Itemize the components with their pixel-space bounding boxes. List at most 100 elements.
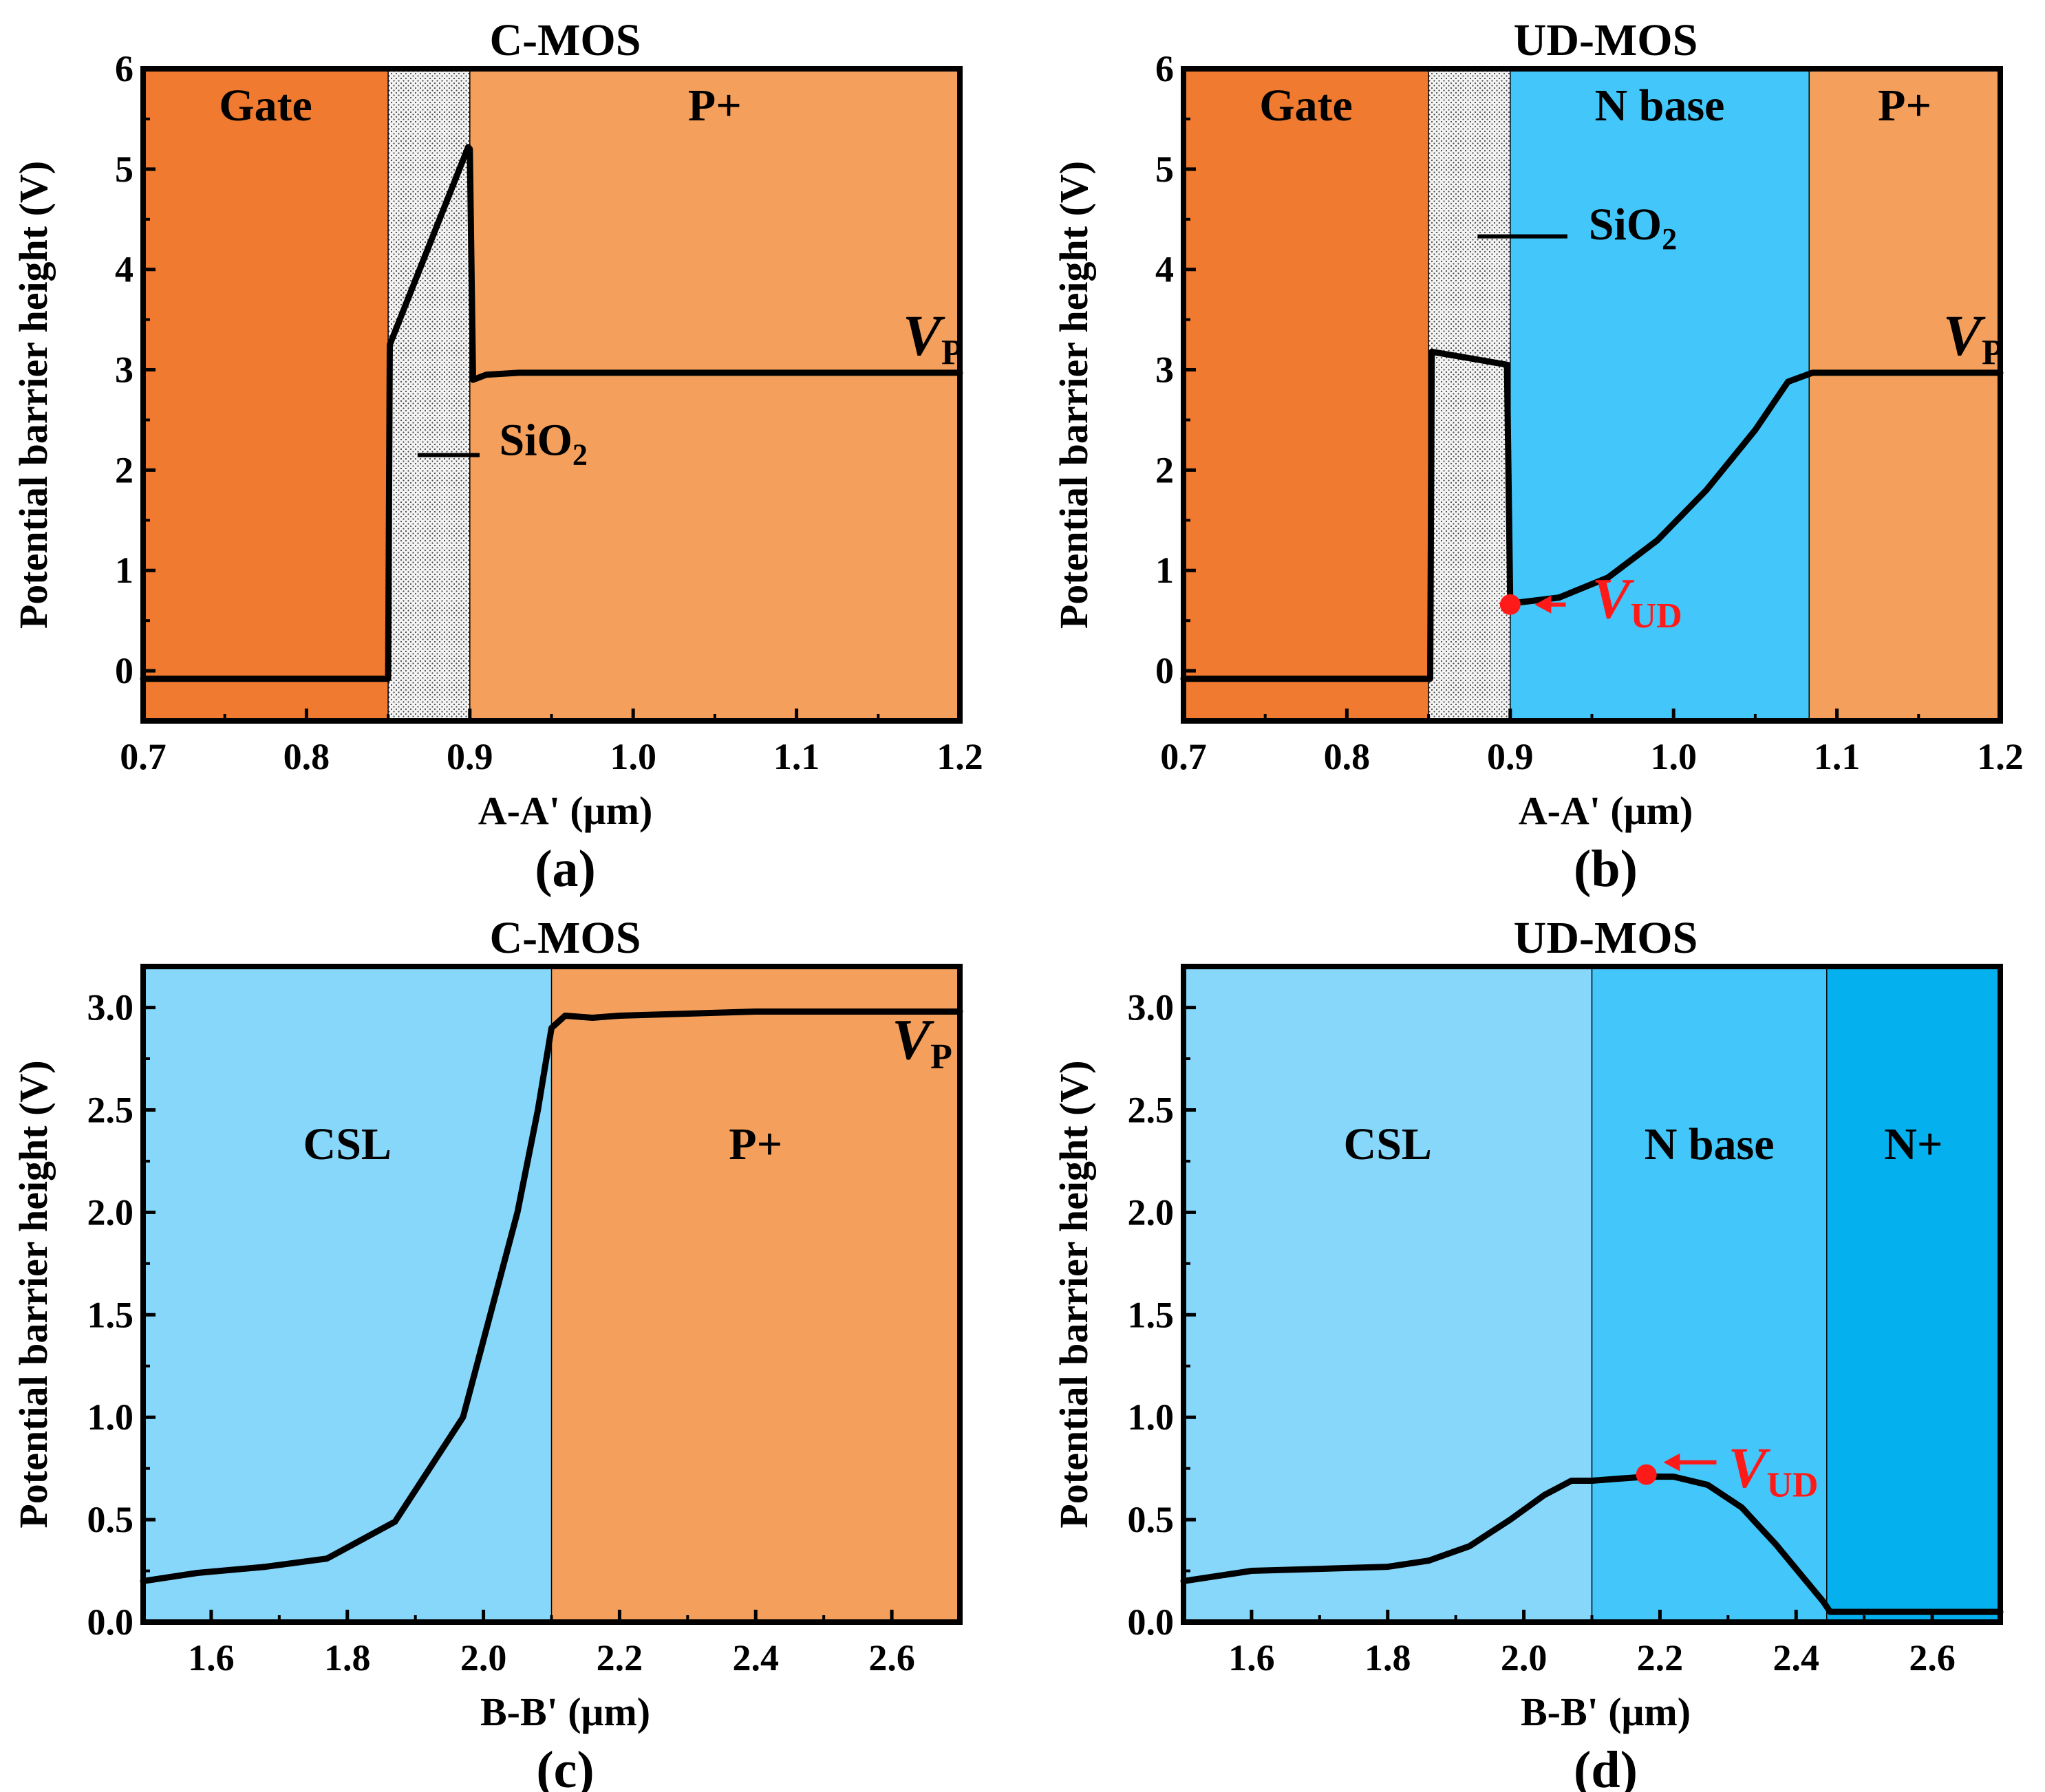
chart-panel-d: CSL N base N+ VUD 1.6 1.8 2.0 2.2 2.4 2.6 0.0 0.5 1.…: [1051, 913, 2004, 1792]
region-label: P+: [1878, 80, 1931, 131]
potential-curve: [140, 144, 963, 682]
y-tick-label: 3: [115, 349, 133, 391]
region-gate: [1184, 69, 1429, 721]
arrow-head: [1663, 1453, 1680, 1471]
y-tick-label: 2: [115, 449, 133, 490]
y-tick-label: 1.0: [1128, 1396, 1175, 1438]
label-subscript: 2: [1662, 222, 1677, 256]
y-tick-label: 0.5: [87, 1499, 134, 1540]
y-tick-label: 2.5: [1128, 1089, 1175, 1130]
y-tick-label: 1: [115, 550, 133, 591]
x-tick-label: 2.0: [1501, 1637, 1548, 1678]
y-tick-label: 4: [115, 249, 133, 290]
chart-title: UD-MOS: [1514, 913, 1698, 963]
region-label: N+: [1884, 1119, 1942, 1169]
x-tick-label: 0.7: [120, 736, 167, 777]
x-tick-label: 1.6: [188, 1637, 235, 1678]
x-tick-label: 1.0: [610, 736, 656, 777]
region-gate: [143, 69, 389, 721]
y-tick-label: 3.0: [87, 987, 134, 1028]
label-subscript: 2: [572, 438, 588, 472]
region-n-: [1826, 967, 2000, 1622]
x-axis-label: A-A' (μm): [478, 788, 653, 833]
label-main: SiO: [500, 415, 572, 466]
label-main: V: [1592, 567, 1635, 631]
region-p-: [551, 967, 960, 1622]
label-main: V: [903, 304, 945, 368]
y-tick-label: 0: [115, 650, 133, 691]
potential-curve: [1180, 1473, 2004, 1615]
y-tick-label: 6: [115, 48, 133, 89]
x-tick-label: 2.6: [868, 1637, 915, 1678]
region-p-: [1809, 69, 2000, 721]
x-axis-label: B-B' (μm): [1521, 1690, 1691, 1734]
region-label: Gate: [219, 80, 312, 131]
chart-title: UD-MOS: [1514, 15, 1698, 65]
chart-panel-c: CSL P+ VP 1.6 1.8 2.0 2.2 2.4 2.6 0.0 0.5 1.0 1.5 2.0…: [11, 913, 963, 1792]
label-main: V: [892, 1008, 934, 1072]
v-ud-marker: [1499, 594, 1521, 615]
y-tick-label: 2.0: [87, 1191, 134, 1233]
region-csl: [143, 967, 552, 1622]
region-label: CSL: [1344, 1119, 1432, 1169]
x-tick-label: 1.2: [1977, 736, 2024, 777]
x-tick-label: 1.8: [324, 1637, 371, 1678]
region-p-: [469, 69, 960, 721]
label-v-ud: VUD: [1728, 1436, 1818, 1504]
label-main: V: [1943, 304, 1986, 368]
y-tick-label: 1.5: [87, 1294, 134, 1335]
panel-caption: (c): [536, 1741, 594, 1792]
x-tick-label: 2.4: [733, 1637, 780, 1678]
panel-caption: (b): [1574, 840, 1638, 898]
x-tick-label: 0.9: [447, 736, 493, 777]
region-label: N base: [1595, 80, 1725, 131]
x-tick-label: 2.0: [460, 1637, 507, 1678]
region-n-base: [1510, 69, 1810, 721]
y-tick-label: 3: [1155, 349, 1174, 391]
chart-title: C-MOS: [490, 913, 641, 963]
label-sio2: SiO2: [1589, 199, 1677, 256]
x-tick-label: 1.1: [773, 736, 820, 777]
region-label: Gate: [1259, 80, 1353, 131]
label-main: V: [1728, 1436, 1770, 1500]
y-tick-label: 6: [1155, 48, 1174, 89]
x-tick-label: 1.0: [1650, 736, 1697, 777]
x-axis-label: B-B' (μm): [480, 1690, 650, 1734]
x-tick-label: 1.6: [1228, 1637, 1275, 1678]
y-tick-label: 4: [1155, 249, 1174, 290]
v-ud-marker: [1636, 1464, 1657, 1485]
region-label: P+: [688, 80, 742, 131]
y-axis-label: Potential barrier height (V): [11, 1060, 56, 1528]
x-tick-label: 1.8: [1364, 1637, 1411, 1678]
y-tick-label: 1.0: [87, 1396, 134, 1438]
label-v-ud: VUD: [1592, 567, 1682, 636]
x-tick-label: 0.8: [1324, 736, 1371, 777]
y-tick-label: 2: [1155, 449, 1174, 490]
label-v-p: VP: [892, 1008, 952, 1077]
x-tick-label: 0.9: [1487, 736, 1534, 777]
y-tick-label: 5: [115, 149, 133, 190]
x-tick-label: 0.8: [283, 736, 330, 777]
region-n-base: [1592, 967, 1827, 1622]
region-label: CSL: [303, 1119, 392, 1169]
y-tick-label: 2.0: [1128, 1191, 1175, 1233]
region-label: N base: [1645, 1119, 1775, 1169]
y-axis-label: Potential barrier height (V): [11, 161, 56, 629]
region-csl: [1184, 967, 1592, 1622]
x-tick-label: 1.2: [936, 736, 983, 777]
y-tick-label: 1: [1155, 550, 1174, 591]
potential-curve: [140, 1008, 963, 1584]
chart-title: C-MOS: [490, 15, 641, 65]
y-tick-label: 0.0: [1128, 1601, 1175, 1643]
label-subscript: UD: [1631, 596, 1682, 636]
region-label: P+: [729, 1119, 782, 1169]
x-tick-label: 2.2: [597, 1637, 643, 1678]
y-tick-label: 0: [1155, 650, 1174, 691]
y-tick-label: 1.5: [1128, 1294, 1175, 1335]
panel-caption: (d): [1574, 1741, 1638, 1792]
y-tick-label: 0.0: [87, 1601, 134, 1643]
x-axis-label: A-A' (μm): [1519, 788, 1693, 833]
